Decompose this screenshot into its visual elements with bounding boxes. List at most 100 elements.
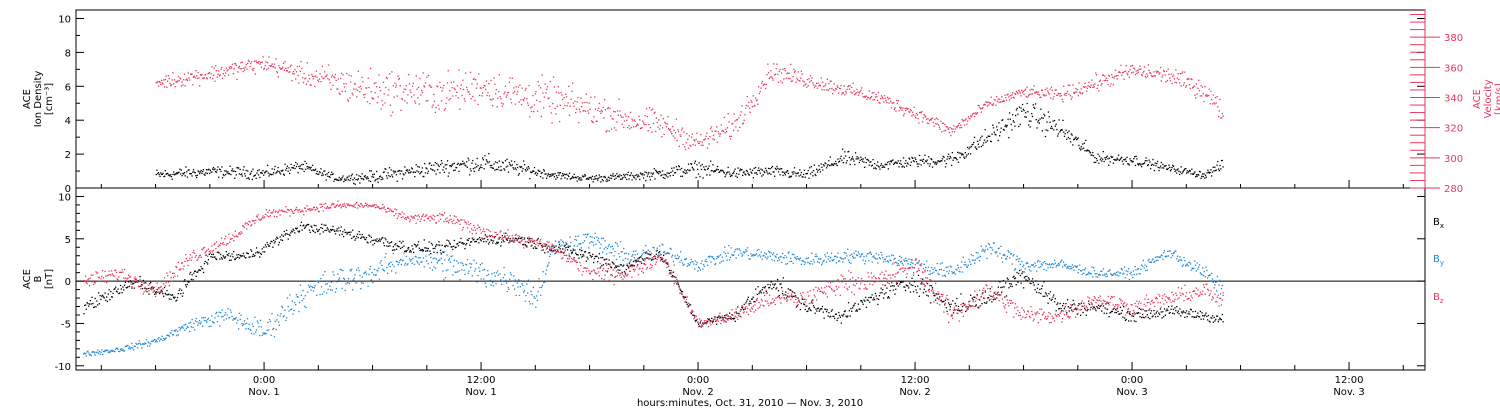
by-point — [524, 290, 525, 291]
density-point — [302, 169, 303, 170]
density-point — [192, 171, 193, 172]
density-point — [443, 166, 444, 167]
by-point — [373, 274, 374, 275]
density-point — [290, 169, 291, 170]
by-point — [905, 258, 906, 259]
velocity-point — [876, 96, 877, 97]
velocity-point — [1171, 83, 1172, 84]
density-point — [1007, 119, 1008, 120]
by-point — [206, 322, 207, 323]
by-point — [1157, 260, 1158, 261]
density-point — [1198, 174, 1199, 175]
density-point — [1072, 144, 1073, 145]
density-point — [596, 178, 597, 179]
velocity-point — [673, 130, 674, 131]
velocity-point — [889, 98, 890, 99]
bx-point — [238, 254, 239, 255]
velocity-point — [527, 102, 528, 103]
density-point — [840, 158, 841, 159]
velocity-point — [589, 103, 590, 104]
bx-point — [602, 257, 603, 258]
velocity-point — [324, 71, 325, 72]
velocity-point — [164, 86, 165, 87]
density-point — [608, 177, 609, 178]
density-point — [434, 170, 435, 171]
density-point — [855, 152, 856, 153]
density-point — [827, 164, 828, 165]
density-point — [294, 165, 295, 166]
velocity-point — [1109, 75, 1110, 76]
velocity-point — [558, 92, 559, 93]
by-point — [773, 252, 774, 253]
density-point — [1053, 129, 1054, 130]
by-point — [198, 322, 199, 323]
density-point — [924, 155, 925, 156]
density-point — [368, 178, 369, 179]
by-point — [293, 310, 294, 311]
velocity-point — [506, 94, 507, 95]
velocity-point — [306, 84, 307, 85]
by-point — [244, 320, 245, 321]
bx-point — [614, 267, 615, 268]
velocity-point — [284, 70, 285, 71]
velocity-point — [245, 67, 246, 68]
by-point — [354, 278, 355, 279]
density-point — [407, 169, 408, 170]
by-point — [872, 261, 873, 262]
velocity-point — [932, 118, 933, 119]
bx-point — [189, 273, 190, 274]
by-point — [679, 256, 680, 257]
bx-point — [320, 227, 321, 228]
bx-point — [624, 271, 625, 272]
by-point — [748, 255, 749, 256]
by-point — [513, 275, 514, 276]
by-point — [1069, 266, 1070, 267]
bx-point — [292, 231, 293, 232]
bx-point — [508, 242, 509, 243]
velocity-point — [856, 89, 857, 90]
bx-point — [369, 236, 370, 237]
bx-point — [156, 291, 157, 292]
by-point — [822, 262, 823, 263]
density-point — [829, 165, 830, 166]
by-point — [196, 318, 197, 319]
bx-point — [724, 315, 725, 316]
velocity-point — [733, 130, 734, 131]
density-point — [231, 170, 232, 171]
density-point — [288, 171, 289, 172]
bx-point — [409, 251, 410, 252]
by-point — [642, 253, 643, 254]
velocity-point — [566, 96, 567, 97]
velocity-point — [598, 108, 599, 109]
by-point — [924, 264, 925, 265]
velocity-point — [875, 96, 876, 97]
by-point — [986, 245, 987, 246]
density-point — [667, 176, 668, 177]
bx-point — [590, 255, 591, 256]
bx-point — [429, 241, 430, 242]
velocity-point — [663, 118, 664, 119]
density-point — [779, 169, 780, 170]
bx-point — [656, 254, 657, 255]
velocity-point — [1044, 95, 1045, 96]
velocity-point — [1093, 85, 1094, 86]
by-point — [223, 319, 224, 320]
density-point — [488, 153, 489, 154]
density-point — [760, 169, 761, 170]
by-point — [356, 269, 357, 270]
velocity-point — [940, 129, 941, 130]
velocity-point — [1117, 75, 1118, 76]
by-point — [131, 343, 132, 344]
density-point — [1160, 166, 1161, 167]
by-point — [534, 298, 535, 299]
density-point — [673, 167, 674, 168]
by-point — [318, 282, 319, 283]
velocity-point — [524, 98, 525, 99]
bx-point — [176, 300, 177, 301]
velocity-point — [689, 135, 690, 136]
by-point — [358, 267, 359, 268]
density-point — [1010, 119, 1011, 120]
velocity-point — [1036, 92, 1037, 93]
density-point — [688, 164, 689, 165]
density-point — [698, 173, 699, 174]
